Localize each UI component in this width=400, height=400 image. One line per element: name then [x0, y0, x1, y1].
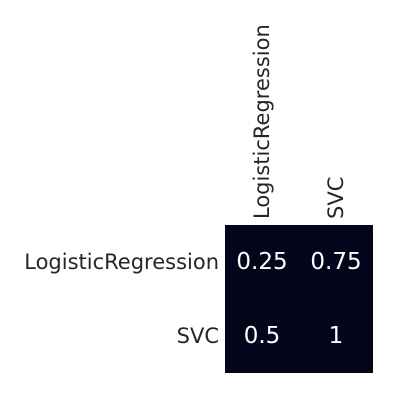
- cell-value-label-1-1: 1: [329, 323, 344, 349]
- heatmap-column-labels: LogisticRegression SVC: [250, 24, 348, 219]
- heatmap-cell-1-0: [225, 299, 299, 373]
- column-tick-label-0: LogisticRegression: [250, 24, 274, 219]
- cell-value-label-0-1: 0.75: [310, 249, 361, 275]
- heatmap-cells: [225, 225, 373, 373]
- row-tick-label-0: LogisticRegression: [24, 250, 219, 274]
- cell-value-label-0-0: 0.25: [236, 249, 287, 275]
- cell-value-label-1-0: 0.5: [244, 323, 281, 349]
- heatmap-row-labels: LogisticRegression SVC: [24, 250, 219, 348]
- heatmap-cell-labels: 0.25 0.75 0.5 1: [236, 249, 361, 349]
- row-tick-label-1: SVC: [177, 324, 219, 348]
- heatmap-cell-0-0: [225, 225, 299, 299]
- column-tick-label-1: SVC: [324, 177, 348, 219]
- heatmap-cell-1-1: [299, 299, 373, 373]
- heatmap-cell-0-1: [299, 225, 373, 299]
